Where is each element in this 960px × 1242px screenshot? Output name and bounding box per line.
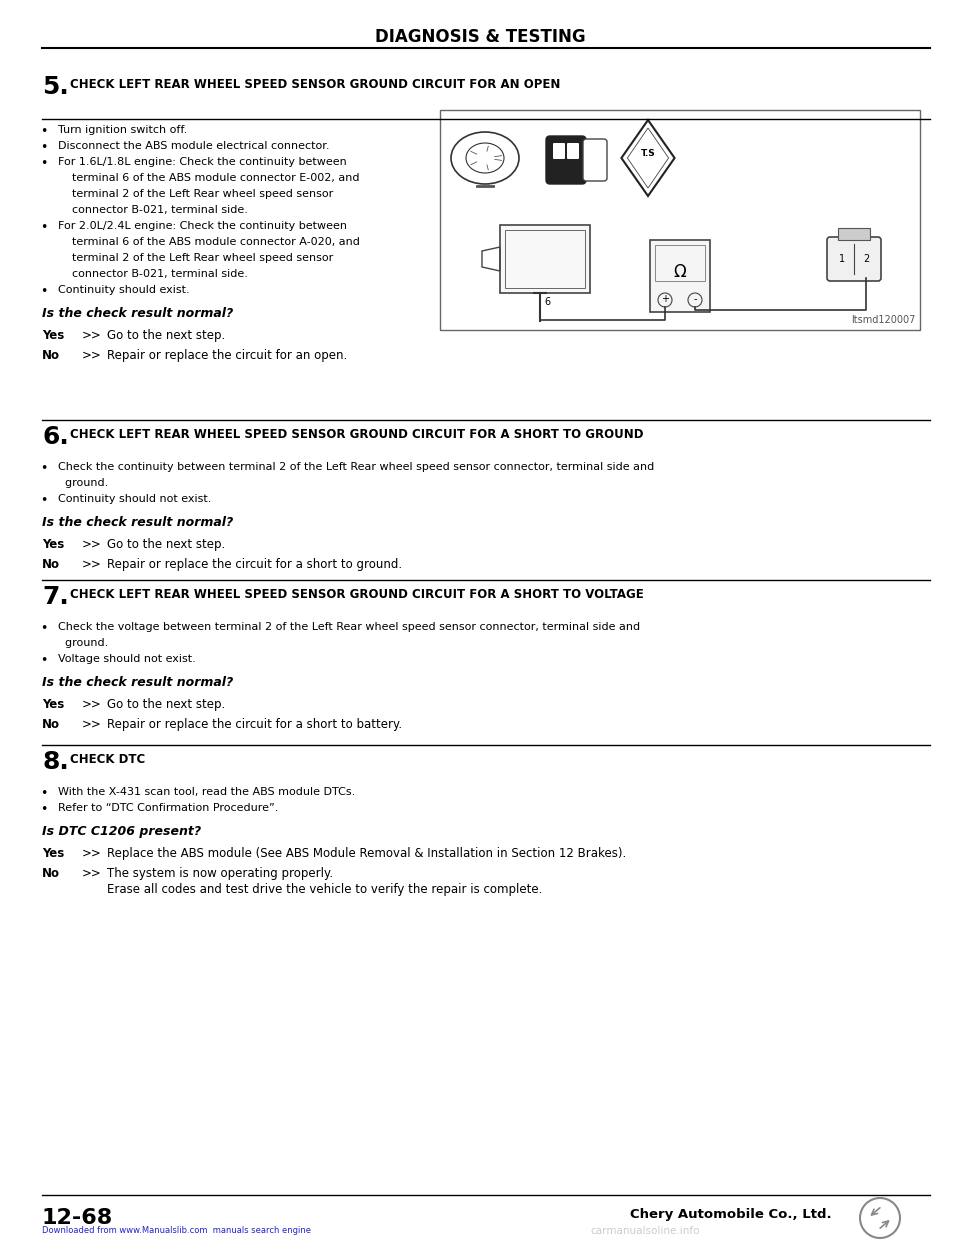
Text: T.S: T.S xyxy=(640,149,656,159)
Text: Downloaded from www.Manualslib.com  manuals search engine: Downloaded from www.Manualslib.com manua… xyxy=(42,1226,311,1235)
Bar xyxy=(838,229,870,240)
Text: Yes: Yes xyxy=(42,538,64,551)
Text: •: • xyxy=(40,787,48,800)
Text: connector B-021, terminal side.: connector B-021, terminal side. xyxy=(58,270,248,279)
Text: >>: >> xyxy=(82,349,102,361)
Text: terminal 2 of the Left Rear wheel speed sensor: terminal 2 of the Left Rear wheel speed … xyxy=(58,253,333,263)
Text: Replace the ABS module (See ABS Module Removal & Installation in Section 12 Brak: Replace the ABS module (See ABS Module R… xyxy=(107,847,626,859)
Text: CHECK LEFT REAR WHEEL SPEED SENSOR GROUND CIRCUIT FOR AN OPEN: CHECK LEFT REAR WHEEL SPEED SENSOR GROUN… xyxy=(70,78,561,91)
Text: >>: >> xyxy=(82,538,102,551)
Text: •: • xyxy=(40,462,48,474)
Text: Is the check result normal?: Is the check result normal? xyxy=(42,676,233,689)
Text: Go to the next step.: Go to the next step. xyxy=(107,329,226,342)
Text: Repair or replace the circuit for a short to ground.: Repair or replace the circuit for a shor… xyxy=(107,558,402,571)
Text: 1: 1 xyxy=(839,255,845,265)
Text: CHECK DTC: CHECK DTC xyxy=(70,753,145,766)
Text: Ω: Ω xyxy=(674,263,686,281)
Text: •: • xyxy=(40,804,48,816)
Text: >>: >> xyxy=(82,847,102,859)
Text: Erase all codes and test drive the vehicle to verify the repair is complete.: Erase all codes and test drive the vehic… xyxy=(107,883,542,895)
Text: Repair or replace the circuit for an open.: Repair or replace the circuit for an ope… xyxy=(107,349,348,361)
Text: Is the check result normal?: Is the check result normal? xyxy=(42,307,233,320)
Text: CHECK LEFT REAR WHEEL SPEED SENSOR GROUND CIRCUIT FOR A SHORT TO GROUND: CHECK LEFT REAR WHEEL SPEED SENSOR GROUN… xyxy=(70,428,643,441)
Text: >>: >> xyxy=(82,558,102,571)
Text: terminal 6 of the ABS module connector E-002, and: terminal 6 of the ABS module connector E… xyxy=(58,173,359,183)
Text: •: • xyxy=(40,284,48,298)
Text: terminal 2 of the Left Rear wheel speed sensor: terminal 2 of the Left Rear wheel speed … xyxy=(58,189,333,199)
Text: Check the continuity between terminal 2 of the Left Rear wheel speed sensor conn: Check the continuity between terminal 2 … xyxy=(58,462,655,472)
Text: Go to the next step.: Go to the next step. xyxy=(107,698,226,710)
Text: •: • xyxy=(40,221,48,233)
FancyBboxPatch shape xyxy=(567,143,579,159)
Text: Continuity should not exist.: Continuity should not exist. xyxy=(58,494,211,504)
Text: •: • xyxy=(40,494,48,507)
Text: >>: >> xyxy=(82,698,102,710)
Text: +: + xyxy=(661,294,669,304)
Text: Yes: Yes xyxy=(42,329,64,342)
Text: Is the check result normal?: Is the check result normal? xyxy=(42,515,233,529)
FancyBboxPatch shape xyxy=(553,143,565,159)
Text: Yes: Yes xyxy=(42,847,64,859)
Text: 12-68: 12-68 xyxy=(42,1208,113,1228)
Text: 5.: 5. xyxy=(42,75,69,99)
Text: CHECK LEFT REAR WHEEL SPEED SENSOR GROUND CIRCUIT FOR A SHORT TO VOLTAGE: CHECK LEFT REAR WHEEL SPEED SENSOR GROUN… xyxy=(70,587,644,601)
Text: -: - xyxy=(693,294,697,304)
Text: Go to the next step.: Go to the next step. xyxy=(107,538,226,551)
Text: No: No xyxy=(42,718,60,732)
Text: For 2.0L/2.4L engine: Check the continuity between: For 2.0L/2.4L engine: Check the continui… xyxy=(58,221,347,231)
Bar xyxy=(505,230,585,288)
Text: •: • xyxy=(40,125,48,138)
Text: ground.: ground. xyxy=(58,478,108,488)
Text: For 1.6L/1.8L engine: Check the continuity between: For 1.6L/1.8L engine: Check the continui… xyxy=(58,156,347,166)
Text: •: • xyxy=(40,142,48,154)
Text: No: No xyxy=(42,558,60,571)
FancyBboxPatch shape xyxy=(583,139,607,181)
Text: 6: 6 xyxy=(544,297,550,307)
Bar xyxy=(440,111,920,330)
Bar xyxy=(500,225,590,293)
Text: •: • xyxy=(40,156,48,170)
Text: 2: 2 xyxy=(863,255,869,265)
Text: >>: >> xyxy=(82,329,102,342)
Bar xyxy=(650,240,710,312)
Text: 8.: 8. xyxy=(42,750,69,774)
Text: Yes: Yes xyxy=(42,698,64,710)
Text: The system is now operating properly.: The system is now operating properly. xyxy=(107,867,333,881)
Text: >>: >> xyxy=(82,867,102,881)
Text: •: • xyxy=(40,622,48,635)
Text: Check the voltage between terminal 2 of the Left Rear wheel speed sensor connect: Check the voltage between terminal 2 of … xyxy=(58,622,640,632)
Text: Chery Automobile Co., Ltd.: Chery Automobile Co., Ltd. xyxy=(630,1208,831,1221)
Text: ground.: ground. xyxy=(58,638,108,648)
Text: No: No xyxy=(42,349,60,361)
FancyBboxPatch shape xyxy=(827,237,881,281)
FancyBboxPatch shape xyxy=(546,137,586,184)
Text: No: No xyxy=(42,867,60,881)
Text: Disconnect the ABS module electrical connector.: Disconnect the ABS module electrical con… xyxy=(58,142,329,152)
Text: terminal 6 of the ABS module connector A-020, and: terminal 6 of the ABS module connector A… xyxy=(58,237,360,247)
Text: ltsmd120007: ltsmd120007 xyxy=(851,315,915,325)
Text: Turn ignition switch off.: Turn ignition switch off. xyxy=(58,125,187,135)
Bar xyxy=(655,245,705,281)
Text: >>: >> xyxy=(82,718,102,732)
Text: With the X-431 scan tool, read the ABS module DTCs.: With the X-431 scan tool, read the ABS m… xyxy=(58,787,355,797)
Text: Is DTC C1206 present?: Is DTC C1206 present? xyxy=(42,825,202,838)
Text: Continuity should exist.: Continuity should exist. xyxy=(58,284,190,296)
Text: connector B-021, terminal side.: connector B-021, terminal side. xyxy=(58,205,248,215)
Text: 6.: 6. xyxy=(42,425,69,450)
Text: DIAGNOSIS & TESTING: DIAGNOSIS & TESTING xyxy=(374,29,586,46)
Text: 7.: 7. xyxy=(42,585,69,609)
Text: Voltage should not exist.: Voltage should not exist. xyxy=(58,655,196,664)
Text: Repair or replace the circuit for a short to battery.: Repair or replace the circuit for a shor… xyxy=(107,718,402,732)
Text: •: • xyxy=(40,655,48,667)
Text: carmanualsoline.info: carmanualsoline.info xyxy=(590,1226,700,1236)
Text: Refer to “DTC Confirmation Procedure”.: Refer to “DTC Confirmation Procedure”. xyxy=(58,804,278,814)
